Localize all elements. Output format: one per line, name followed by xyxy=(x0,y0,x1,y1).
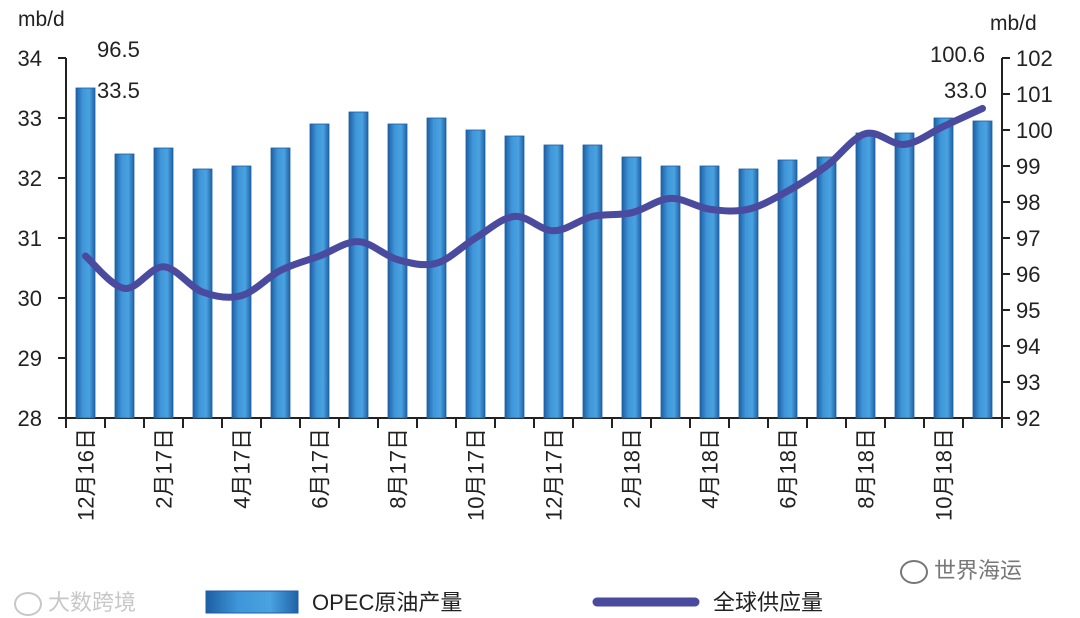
right-tick-label: 101 xyxy=(1016,82,1053,107)
left-tick-label: 28 xyxy=(18,406,42,431)
logo-icon xyxy=(14,592,42,616)
annotations: 96.5 33.5 100.6 33.0 xyxy=(97,37,987,103)
watermark-left: 大数跨境 xyxy=(14,585,136,617)
x-tick-label: 4月17日 xyxy=(230,428,255,509)
x-tick-label: 2月17日 xyxy=(152,428,177,509)
x-tick-label: 12月16日 xyxy=(74,428,99,521)
right-tick-label: 100 xyxy=(1016,118,1053,143)
right-axis-ticks: 92 93 94 95 96 97 98 99 100 101 102 xyxy=(1002,46,1053,431)
right-tick-label: 99 xyxy=(1016,154,1040,179)
legend-bar-swatch xyxy=(205,590,299,614)
bar xyxy=(387,123,408,419)
watermark-right: 世界海运 xyxy=(900,553,1022,585)
x-tick-label: 8月17日 xyxy=(386,428,411,509)
right-tick-label: 96 xyxy=(1016,262,1040,287)
watermark-left-text: 大数跨境 xyxy=(48,591,137,616)
bar xyxy=(426,117,447,419)
x-tick-label: 8月18日 xyxy=(854,428,879,509)
annotation-first-bar-value: 33.5 xyxy=(97,78,140,103)
bar xyxy=(309,123,330,419)
watermark-right-text: 世界海运 xyxy=(934,559,1023,584)
bar xyxy=(855,132,876,419)
bar xyxy=(660,165,681,419)
right-tick-label: 93 xyxy=(1016,370,1040,395)
left-tick-label: 29 xyxy=(18,346,42,371)
x-tick-label: 4月18日 xyxy=(698,428,723,509)
right-tick-label: 95 xyxy=(1016,298,1040,323)
right-tick-label: 94 xyxy=(1016,334,1040,359)
bar xyxy=(270,147,291,419)
right-tick-label: 92 xyxy=(1016,406,1040,431)
annotation-first-line-value: 96.5 xyxy=(97,37,140,62)
bar xyxy=(621,156,642,419)
bar xyxy=(777,159,798,419)
line-series xyxy=(82,104,986,301)
bar xyxy=(699,165,720,419)
right-tick-label: 97 xyxy=(1016,226,1040,251)
bar xyxy=(738,168,759,419)
left-tick-label: 34 xyxy=(18,46,42,71)
x-tick-label: 6月17日 xyxy=(308,428,333,509)
x-tick-label: 6月18日 xyxy=(776,428,801,509)
x-tick-label: 12月17日 xyxy=(542,428,567,521)
bar xyxy=(582,144,603,419)
x-tick-label: 2月18日 xyxy=(620,428,645,509)
x-axis-ticks: 12月16日 2月17日 4月17日 6月17日 8月17日 10月17日 12月17日 2月… xyxy=(65,418,1003,521)
left-tick-label: 31 xyxy=(18,226,42,251)
bar xyxy=(153,147,174,419)
bar xyxy=(465,129,486,419)
x-tick-label: 10月17日 xyxy=(464,428,489,521)
left-tick-label: 33 xyxy=(18,106,42,131)
bar xyxy=(348,111,369,419)
right-tick-label: 102 xyxy=(1016,46,1053,71)
wechat-icon xyxy=(900,560,928,584)
bar xyxy=(972,120,993,419)
bar xyxy=(894,132,915,419)
left-axis-unit: mb/d xyxy=(18,8,65,31)
annotation-last-bar-value: 33.0 xyxy=(944,78,987,103)
legend: OPEC原油产量 全球供应量 xyxy=(205,590,823,615)
right-axis-unit: mb/d xyxy=(990,12,1037,35)
legend-bar-label: OPEC原油产量 xyxy=(312,590,462,615)
bar xyxy=(816,156,837,419)
bar xyxy=(543,144,564,419)
left-tick-label: 32 xyxy=(18,166,42,191)
right-tick-label: 98 xyxy=(1016,190,1040,215)
bar xyxy=(504,135,525,419)
left-tick-label: 30 xyxy=(18,286,42,311)
bar xyxy=(933,117,954,419)
left-axis-ticks: 28 29 30 31 32 33 34 xyxy=(18,46,66,431)
legend-line-label: 全球供应量 xyxy=(713,590,823,615)
supply-line xyxy=(82,104,986,301)
x-tick-label: 10月18日 xyxy=(932,428,957,521)
annotation-last-line-value: 100.6 xyxy=(930,42,985,67)
